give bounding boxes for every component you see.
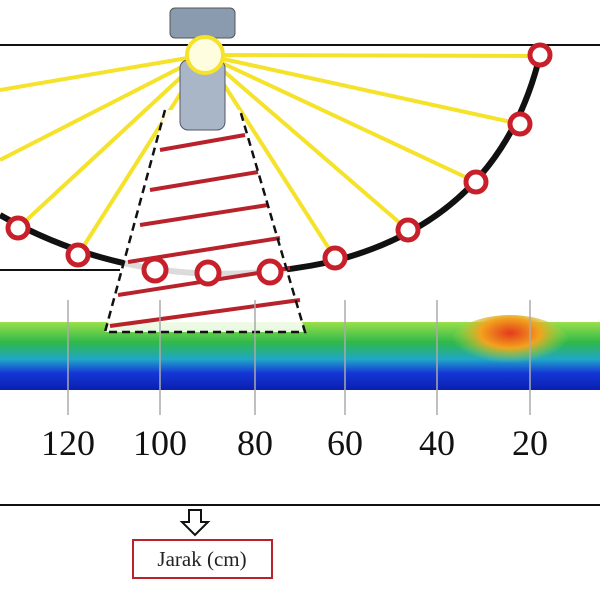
sensor-points <box>5 42 553 287</box>
tick-marks <box>67 300 531 415</box>
lamp <box>169 7 236 131</box>
beam-outline <box>103 109 307 334</box>
tick-label: 40 <box>419 423 455 463</box>
tick-label: 100 <box>133 423 187 463</box>
label-box <box>132 539 273 579</box>
tick-label: 60 <box>327 423 363 463</box>
tick-label: 120 <box>41 423 95 463</box>
tick-label: 80 <box>237 423 273 463</box>
soil-anomaly <box>450 315 570 375</box>
tick-label: 20 <box>512 423 548 463</box>
beam-hatch <box>109 133 301 328</box>
down-arrow <box>179 509 211 537</box>
axis-label: Jarak (cm) <box>157 547 246 571</box>
light-rays <box>0 53 541 260</box>
